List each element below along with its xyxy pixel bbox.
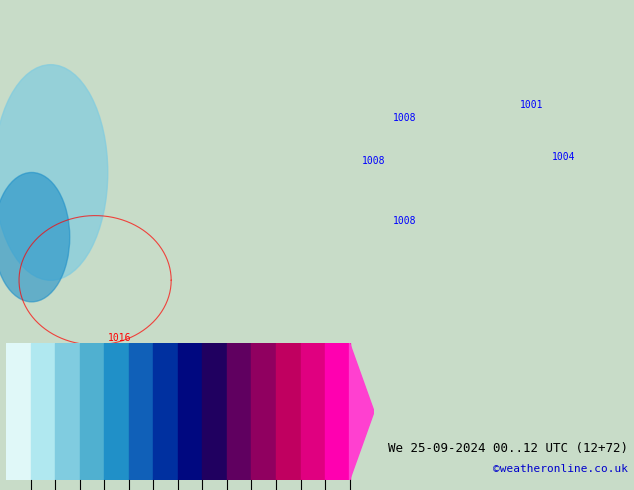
Text: 1001: 1001 — [520, 100, 543, 110]
Text: ©weatheronline.co.uk: ©weatheronline.co.uk — [493, 464, 628, 473]
Bar — [153, 343, 178, 480]
Text: 1008: 1008 — [393, 216, 417, 226]
Bar — [80, 343, 105, 480]
Text: We 25-09-2024 00..12 UTC (12+72): We 25-09-2024 00..12 UTC (12+72) — [387, 442, 628, 455]
Ellipse shape — [0, 65, 108, 280]
Text: 1016: 1016 — [108, 333, 131, 343]
Bar — [178, 343, 202, 480]
Bar — [252, 343, 276, 480]
Ellipse shape — [0, 172, 70, 302]
Bar — [301, 343, 325, 480]
Bar — [202, 343, 227, 480]
Bar — [227, 343, 252, 480]
Bar — [55, 343, 80, 480]
Bar — [6, 343, 31, 480]
Bar — [129, 343, 153, 480]
Text: 1028: 1028 — [114, 389, 138, 399]
Polygon shape — [349, 343, 374, 480]
Bar — [325, 343, 349, 480]
Text: 1008: 1008 — [393, 113, 417, 122]
Bar — [105, 343, 129, 480]
Text: Precipitation (12h) [mm] CMC/GEM: Precipitation (12h) [mm] CMC/GEM — [6, 442, 247, 455]
Text: 1004: 1004 — [552, 151, 575, 162]
Bar — [276, 343, 301, 480]
Bar — [31, 343, 55, 480]
Text: 1008: 1008 — [361, 156, 385, 166]
